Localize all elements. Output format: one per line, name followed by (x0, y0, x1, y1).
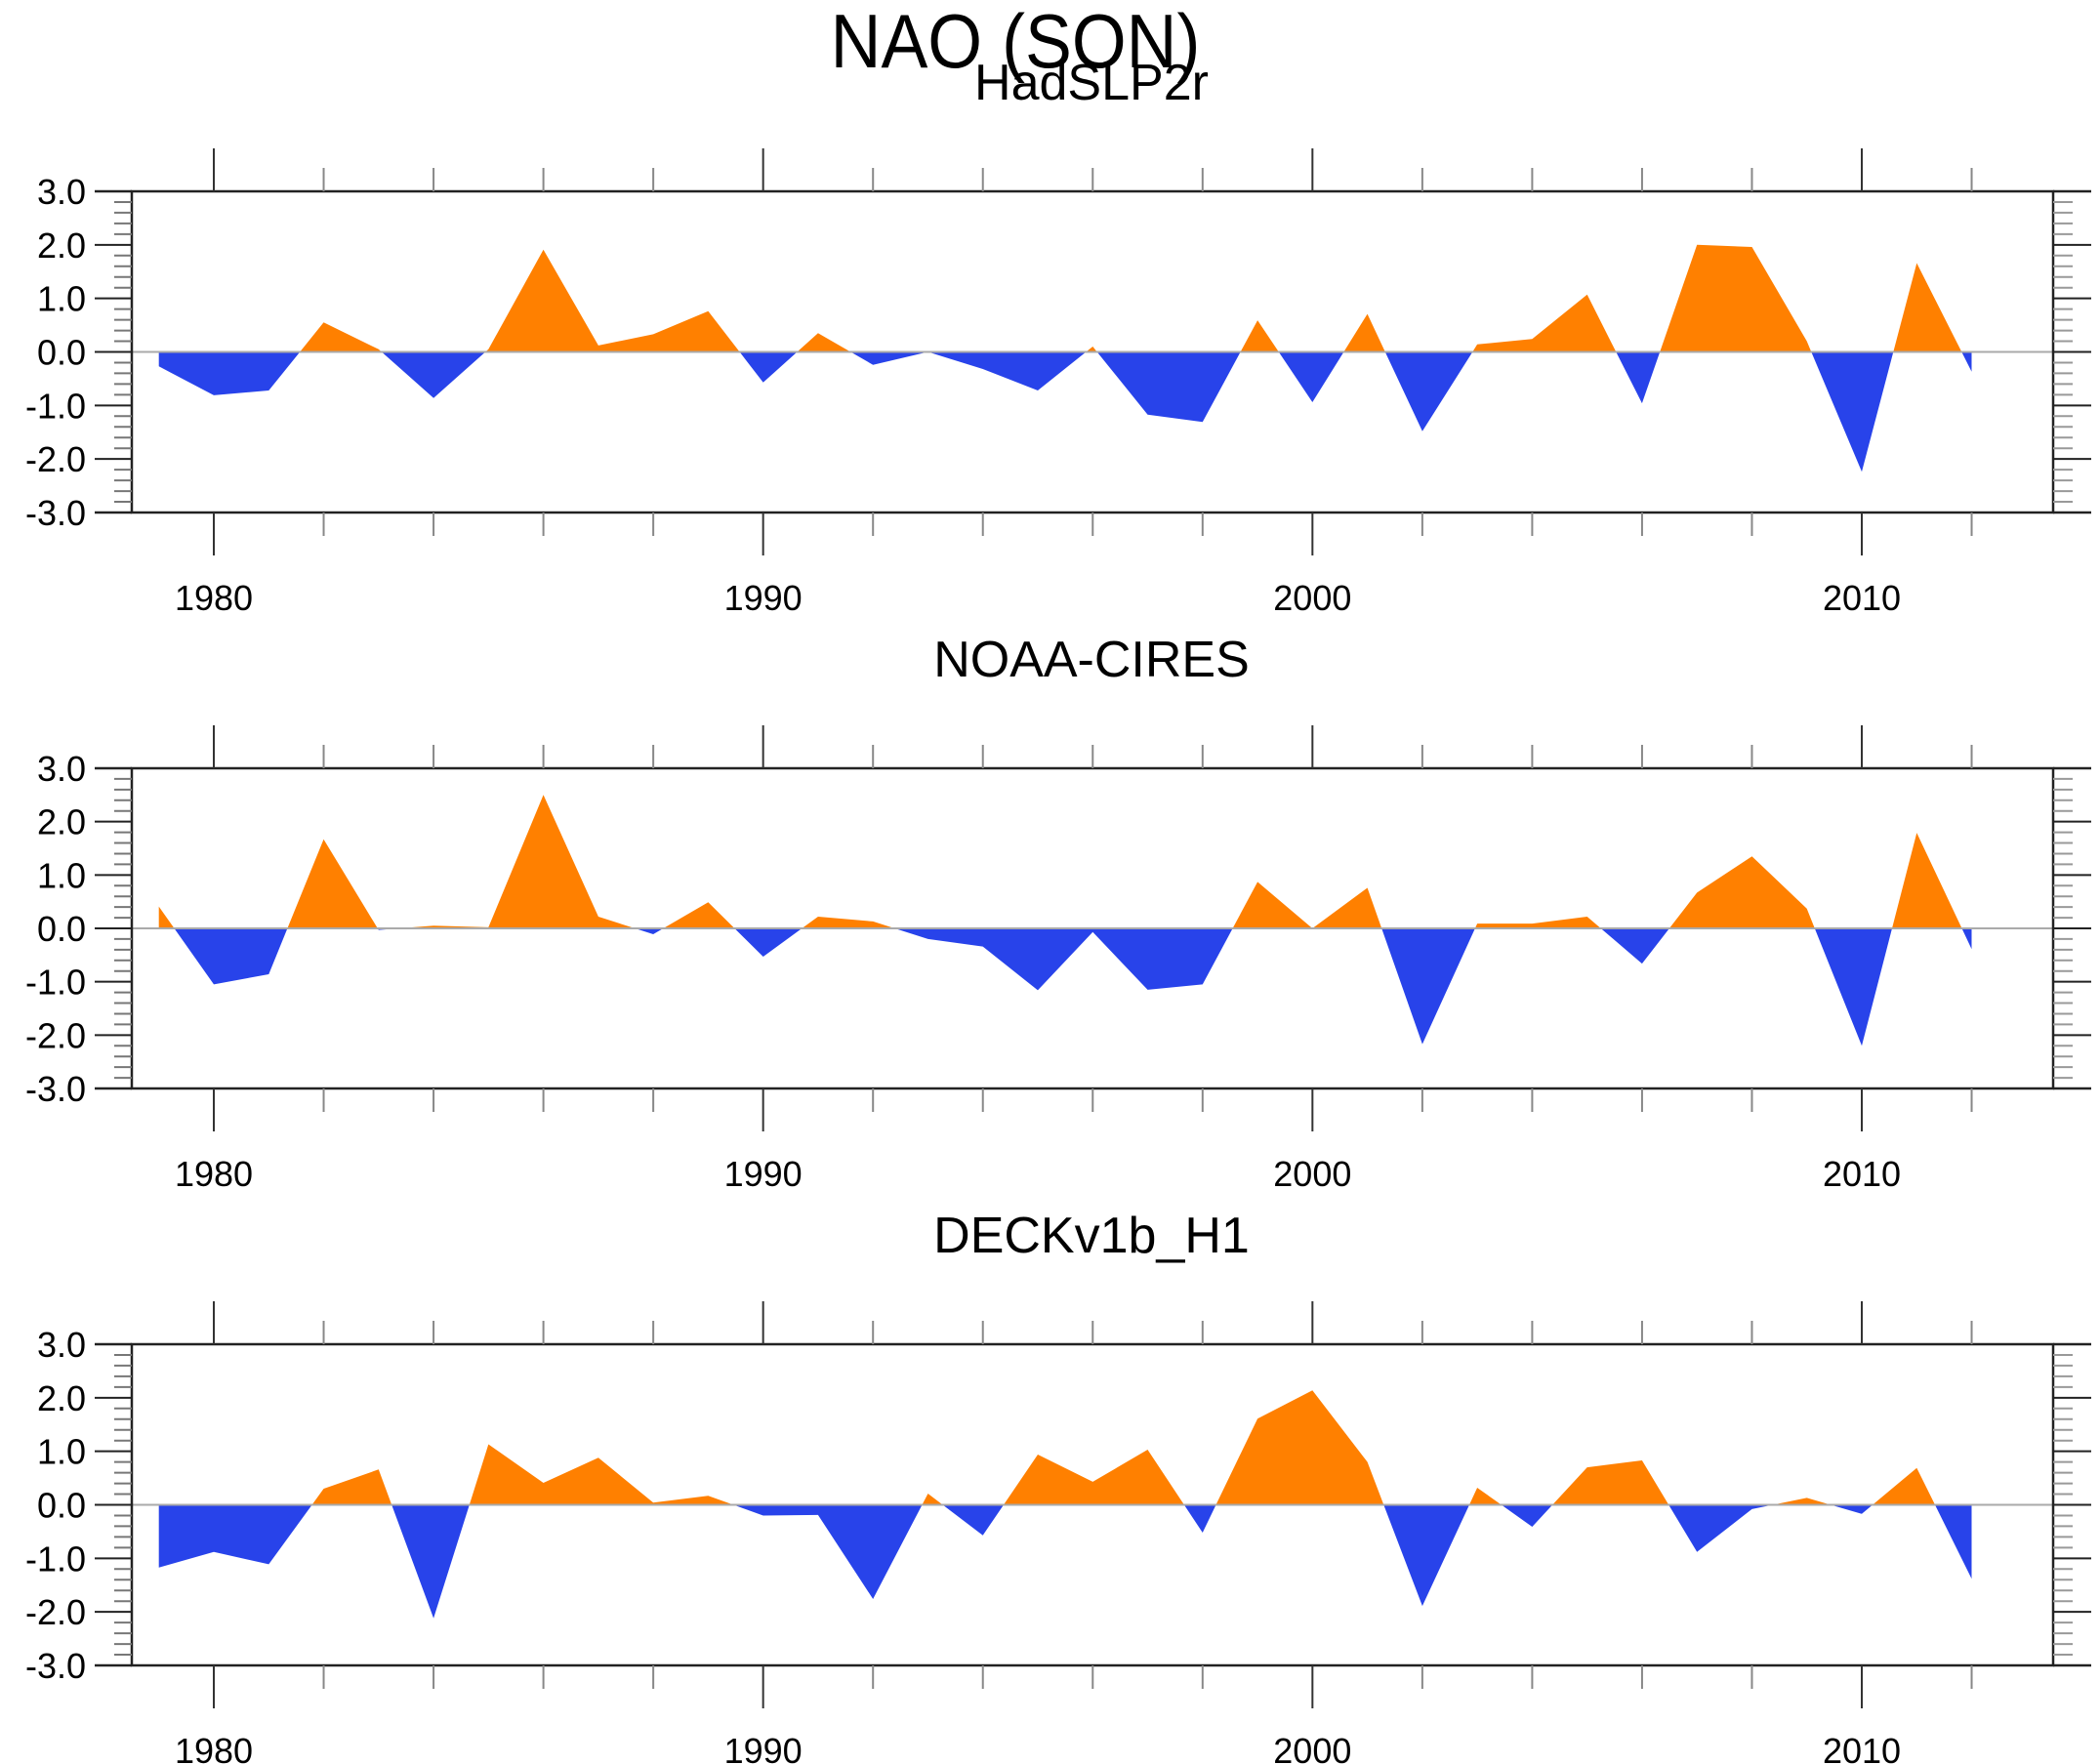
y-tick-label: -2.0 (25, 1592, 86, 1632)
x-tick-label: 1980 (175, 1154, 253, 1194)
x-tick-label: 2000 (1273, 1731, 1351, 1764)
x-tick-label: 1990 (724, 1154, 803, 1194)
y-tick-label: -3.0 (25, 1646, 86, 1686)
negative-area (158, 1504, 1972, 1619)
y-tick-label: 1.0 (37, 1432, 86, 1472)
y-tick-label: -1.0 (25, 1538, 86, 1579)
panel-title: DECKv1b_H1 (933, 1208, 1250, 1264)
y-tick-label: -1.0 (25, 386, 86, 426)
y-tick-label: -3.0 (25, 493, 86, 533)
y-tick-label: 0.0 (37, 333, 86, 373)
x-tick-label: 2010 (1823, 1154, 1901, 1194)
y-tick-label: 2.0 (37, 226, 86, 266)
negative-area (158, 351, 1972, 472)
panel-title: NOAA-CIRES (933, 632, 1250, 688)
positive-area (158, 244, 1972, 352)
x-tick-label: 1980 (175, 578, 253, 618)
panel-2: NOAA-CIRES 3.0 2.0 1.0 0.0 -1.0 -2.0 -3.0 1980 19… (25, 632, 2091, 1194)
positive-area (158, 1390, 1972, 1505)
y-tick-label: 1.0 (37, 279, 86, 319)
panel-3: DECKv1b_H1 3.0 2.0 1.0 0.0 -1.0 -2.0 -3.0 1980 19… (25, 1208, 2091, 1764)
x-tick-label: 1990 (724, 578, 803, 618)
y-tick-label: -3.0 (25, 1069, 86, 1109)
y-tick-label: -2.0 (25, 1015, 86, 1055)
y-tick-label: 1.0 (37, 855, 86, 895)
panel-1: HadSLP2r 3.0 2.0 1.0 0.0 -1.0 -2.0 -3.0 1980 1990… (25, 55, 2091, 618)
x-tick-label: 2000 (1273, 1154, 1351, 1194)
y-tick-label: 2.0 (37, 1378, 86, 1418)
x-tick-label: 2010 (1823, 1731, 1901, 1764)
y-tick-label: 3.0 (37, 1325, 86, 1365)
y-tick-label: -2.0 (25, 439, 86, 479)
panel-title: HadSLP2r (974, 55, 1209, 111)
y-tick-label: 2.0 (37, 802, 86, 842)
main-title: NAO (SON) (830, 0, 1201, 84)
x-tick-label: 2000 (1273, 578, 1351, 618)
y-tick-label: 3.0 (37, 749, 86, 789)
y-tick-label: -1.0 (25, 963, 86, 1003)
y-tick-label: 0.0 (37, 909, 86, 949)
x-tick-label: 2010 (1823, 578, 1901, 618)
x-tick-label: 1980 (175, 1731, 253, 1764)
positive-area (158, 795, 1972, 928)
y-tick-label: 3.0 (37, 172, 86, 212)
y-tick-label: 0.0 (37, 1486, 86, 1526)
x-tick-label: 1990 (724, 1731, 803, 1764)
negative-area (158, 928, 1972, 1046)
